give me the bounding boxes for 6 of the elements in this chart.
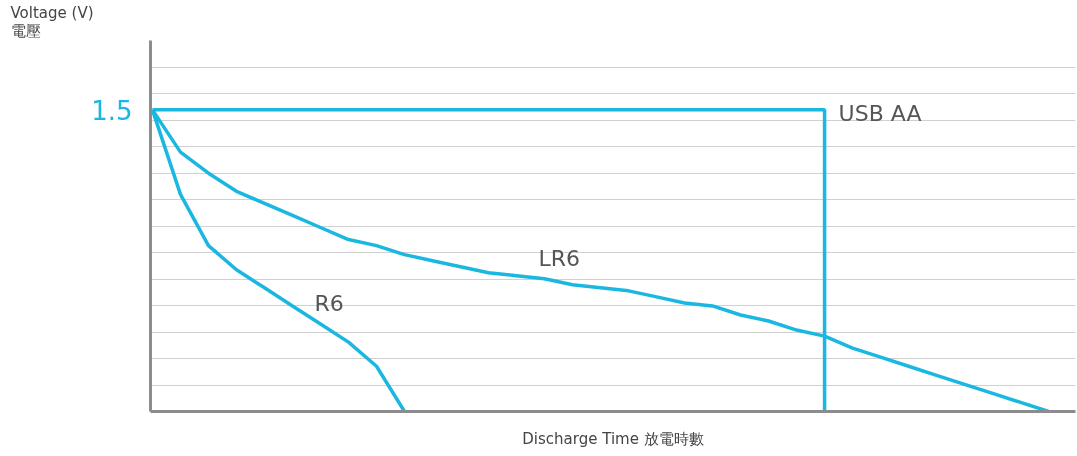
text: 1.5 bbox=[91, 95, 133, 126]
text: Voltage (V) 電壓 bbox=[10, 3, 94, 40]
series-label: USB AA bbox=[838, 101, 922, 127]
x-axis-title: Discharge Time 放電時數 bbox=[522, 429, 704, 448]
series-label: R6 bbox=[314, 291, 344, 317]
series-label: LR6 bbox=[538, 245, 581, 271]
